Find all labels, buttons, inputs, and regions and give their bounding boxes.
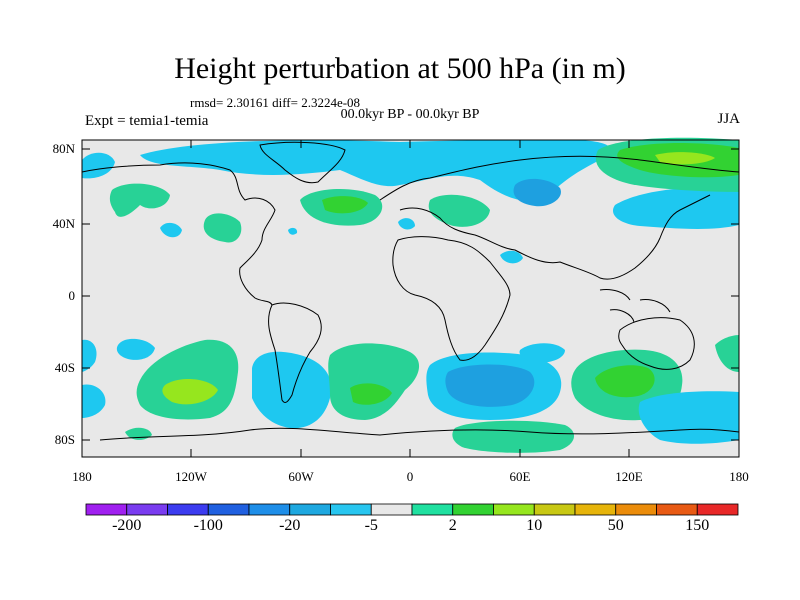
lon-tick-label: 180 — [729, 469, 749, 484]
lon-tick-label: 60E — [509, 469, 531, 484]
lon-tick-label: 180 — [72, 469, 92, 484]
colorbar-swatch — [452, 503, 494, 516]
tick-marks — [81, 140, 740, 457]
eurasia-coast — [379, 155, 740, 280]
colorbar-tick-label: 150 — [685, 517, 710, 534]
south-america-negative — [252, 351, 332, 429]
europe-positive — [428, 194, 490, 227]
lon-tick-label: 120E — [615, 469, 643, 484]
lat-tick-label: 80N — [52, 141, 75, 156]
north-pacific-small-negative — [160, 222, 182, 238]
indian-ocean-positive-core — [595, 365, 655, 398]
colorbar-swatch — [126, 503, 168, 516]
europe-small-negative — [398, 218, 415, 230]
colorbar-tick-label: 10 — [526, 517, 543, 534]
lat-tick-label: 80S — [54, 432, 75, 447]
east-pacific-negative — [82, 339, 97, 372]
time-period-label: 00.0kyr BP - 00.0kyr BP — [340, 107, 480, 122]
colorbar-swatch — [615, 503, 657, 516]
season-label: JJA — [717, 111, 740, 127]
lon-tick-label: 60W — [288, 469, 314, 484]
lat-tick-label: 0 — [68, 288, 76, 303]
greenland-coast — [259, 141, 346, 184]
tasman-negative — [638, 391, 739, 444]
contour-fields — [82, 137, 739, 453]
colorbar-swatch — [696, 503, 739, 516]
colorbar-swatch — [370, 503, 413, 516]
sw-pacific-negative — [116, 338, 155, 360]
experiment-label: Expt = temia1-temia — [85, 113, 209, 129]
arctic-negative-region — [140, 140, 611, 202]
madagascar-negative — [519, 343, 565, 363]
arctic-east-positive-peak — [655, 152, 715, 165]
colorbar-swatch — [248, 503, 291, 516]
lat-tick-label: 40N — [52, 216, 75, 231]
colorbar-swatch — [411, 503, 454, 516]
plot-title: Height perturbation at 500 hPa (in m) — [174, 52, 626, 85]
south-america-coast — [268, 302, 322, 403]
south-atlantic-positive-core — [350, 383, 392, 405]
siberia-negative-core — [513, 178, 561, 207]
lon-tick-label: 120W — [175, 469, 207, 484]
colorbar-tick-label: 50 — [607, 517, 624, 534]
north-pacific-positive — [109, 183, 170, 217]
coastlines — [81, 141, 740, 441]
arabia-negative — [500, 250, 523, 264]
colorbar-tick-label: -200 — [112, 517, 142, 534]
maritime-continent-coast — [599, 289, 671, 323]
colorbar-swatch — [574, 503, 617, 516]
southern-africa-negative-core — [445, 364, 535, 407]
colorbar-swatch — [167, 503, 209, 516]
colorbar-swatch — [656, 503, 698, 516]
south-atlantic-positive — [328, 343, 420, 420]
antarctic-positive — [452, 420, 575, 453]
colorbar-tick-label: -100 — [193, 517, 223, 534]
australia-coast — [618, 317, 695, 370]
colorbar — [85, 503, 739, 516]
north-america-coast — [81, 162, 276, 306]
colorbar-tick-label: -20 — [279, 517, 301, 534]
atlantic-small-negative — [288, 227, 298, 235]
colorbar-swatch — [493, 503, 535, 516]
antarctica-coast — [99, 427, 740, 441]
colorbar-tick-label: 2 — [448, 517, 457, 534]
north-america-positive — [203, 213, 242, 243]
colorbar-swatch — [85, 503, 128, 516]
colorbar-swatch — [533, 503, 576, 516]
east-edge-positive — [715, 335, 739, 372]
rmsd-diff-stats: rmsd= 2.30161 diff= 2.3224e-08 — [190, 95, 361, 110]
colorbar-swatch — [207, 503, 250, 516]
africa-coast — [392, 236, 511, 361]
colorbar-swatch — [289, 503, 331, 516]
east-asia-negative — [612, 187, 739, 229]
colorbar-swatch — [330, 503, 372, 516]
lat-tick-label: 40S — [54, 360, 75, 375]
south-pacific-positive-core — [162, 378, 218, 405]
north-atlantic-positive-core — [322, 196, 368, 214]
west-edge-negative — [82, 384, 106, 418]
lon-tick-label: 0 — [406, 469, 414, 484]
north-pacific-negative — [82, 152, 115, 179]
colorbar-tick-label: -5 — [364, 517, 378, 534]
